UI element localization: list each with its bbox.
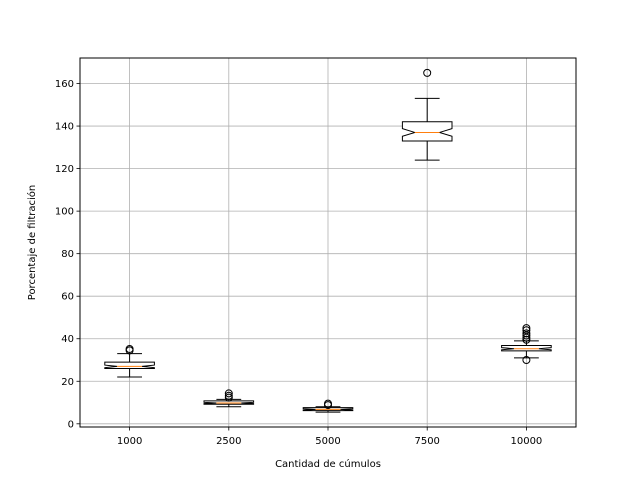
outlier-point — [522, 335, 531, 344]
x-tick-label: 7500 — [414, 436, 439, 447]
axis-ticks: 0 20 40 60 80 100 120 140 160 1000 2500 5000 7500 100… — [55, 79, 542, 447]
outlier-point — [125, 344, 134, 353]
outlier-point — [423, 68, 432, 77]
grid-lines — [80, 58, 576, 427]
box-2500 — [203, 389, 255, 408]
outlier-point — [522, 326, 531, 335]
boxplots — [104, 68, 552, 413]
y-axis-label: Porcentaje de filtración — [26, 185, 38, 300]
notched-box — [501, 345, 552, 352]
box-1000 — [104, 344, 155, 378]
box-7500 — [401, 68, 453, 161]
outlier-point — [224, 391, 233, 400]
y-tick-label: 160 — [55, 79, 74, 90]
y-tick-label: 80 — [61, 249, 74, 260]
box-5000 — [302, 399, 354, 413]
outlier-point — [324, 399, 332, 408]
x-tick-label: 2500 — [216, 436, 241, 447]
outlier-point — [522, 329, 531, 338]
outlier-point — [224, 389, 233, 398]
notched-box — [104, 361, 155, 370]
x-axis-label: Cantidad de cúmulos — [275, 458, 381, 470]
y-tick-label: 0 — [68, 419, 74, 430]
y-tick-label: 100 — [55, 207, 74, 218]
y-tick-label: 120 — [55, 164, 74, 175]
x-tick-label: 1000 — [117, 436, 142, 447]
x-tick-label: 10000 — [510, 436, 542, 447]
box-10000 — [501, 324, 552, 365]
x-tick-label: 5000 — [315, 436, 340, 447]
y-tick-label: 20 — [61, 377, 74, 388]
y-tick-label: 40 — [61, 334, 74, 345]
outlier-point — [522, 356, 531, 365]
notched-box — [401, 121, 453, 142]
outlier-point — [522, 324, 531, 333]
y-tick-label: 140 — [55, 122, 74, 133]
y-tick-label: 60 — [61, 292, 74, 303]
